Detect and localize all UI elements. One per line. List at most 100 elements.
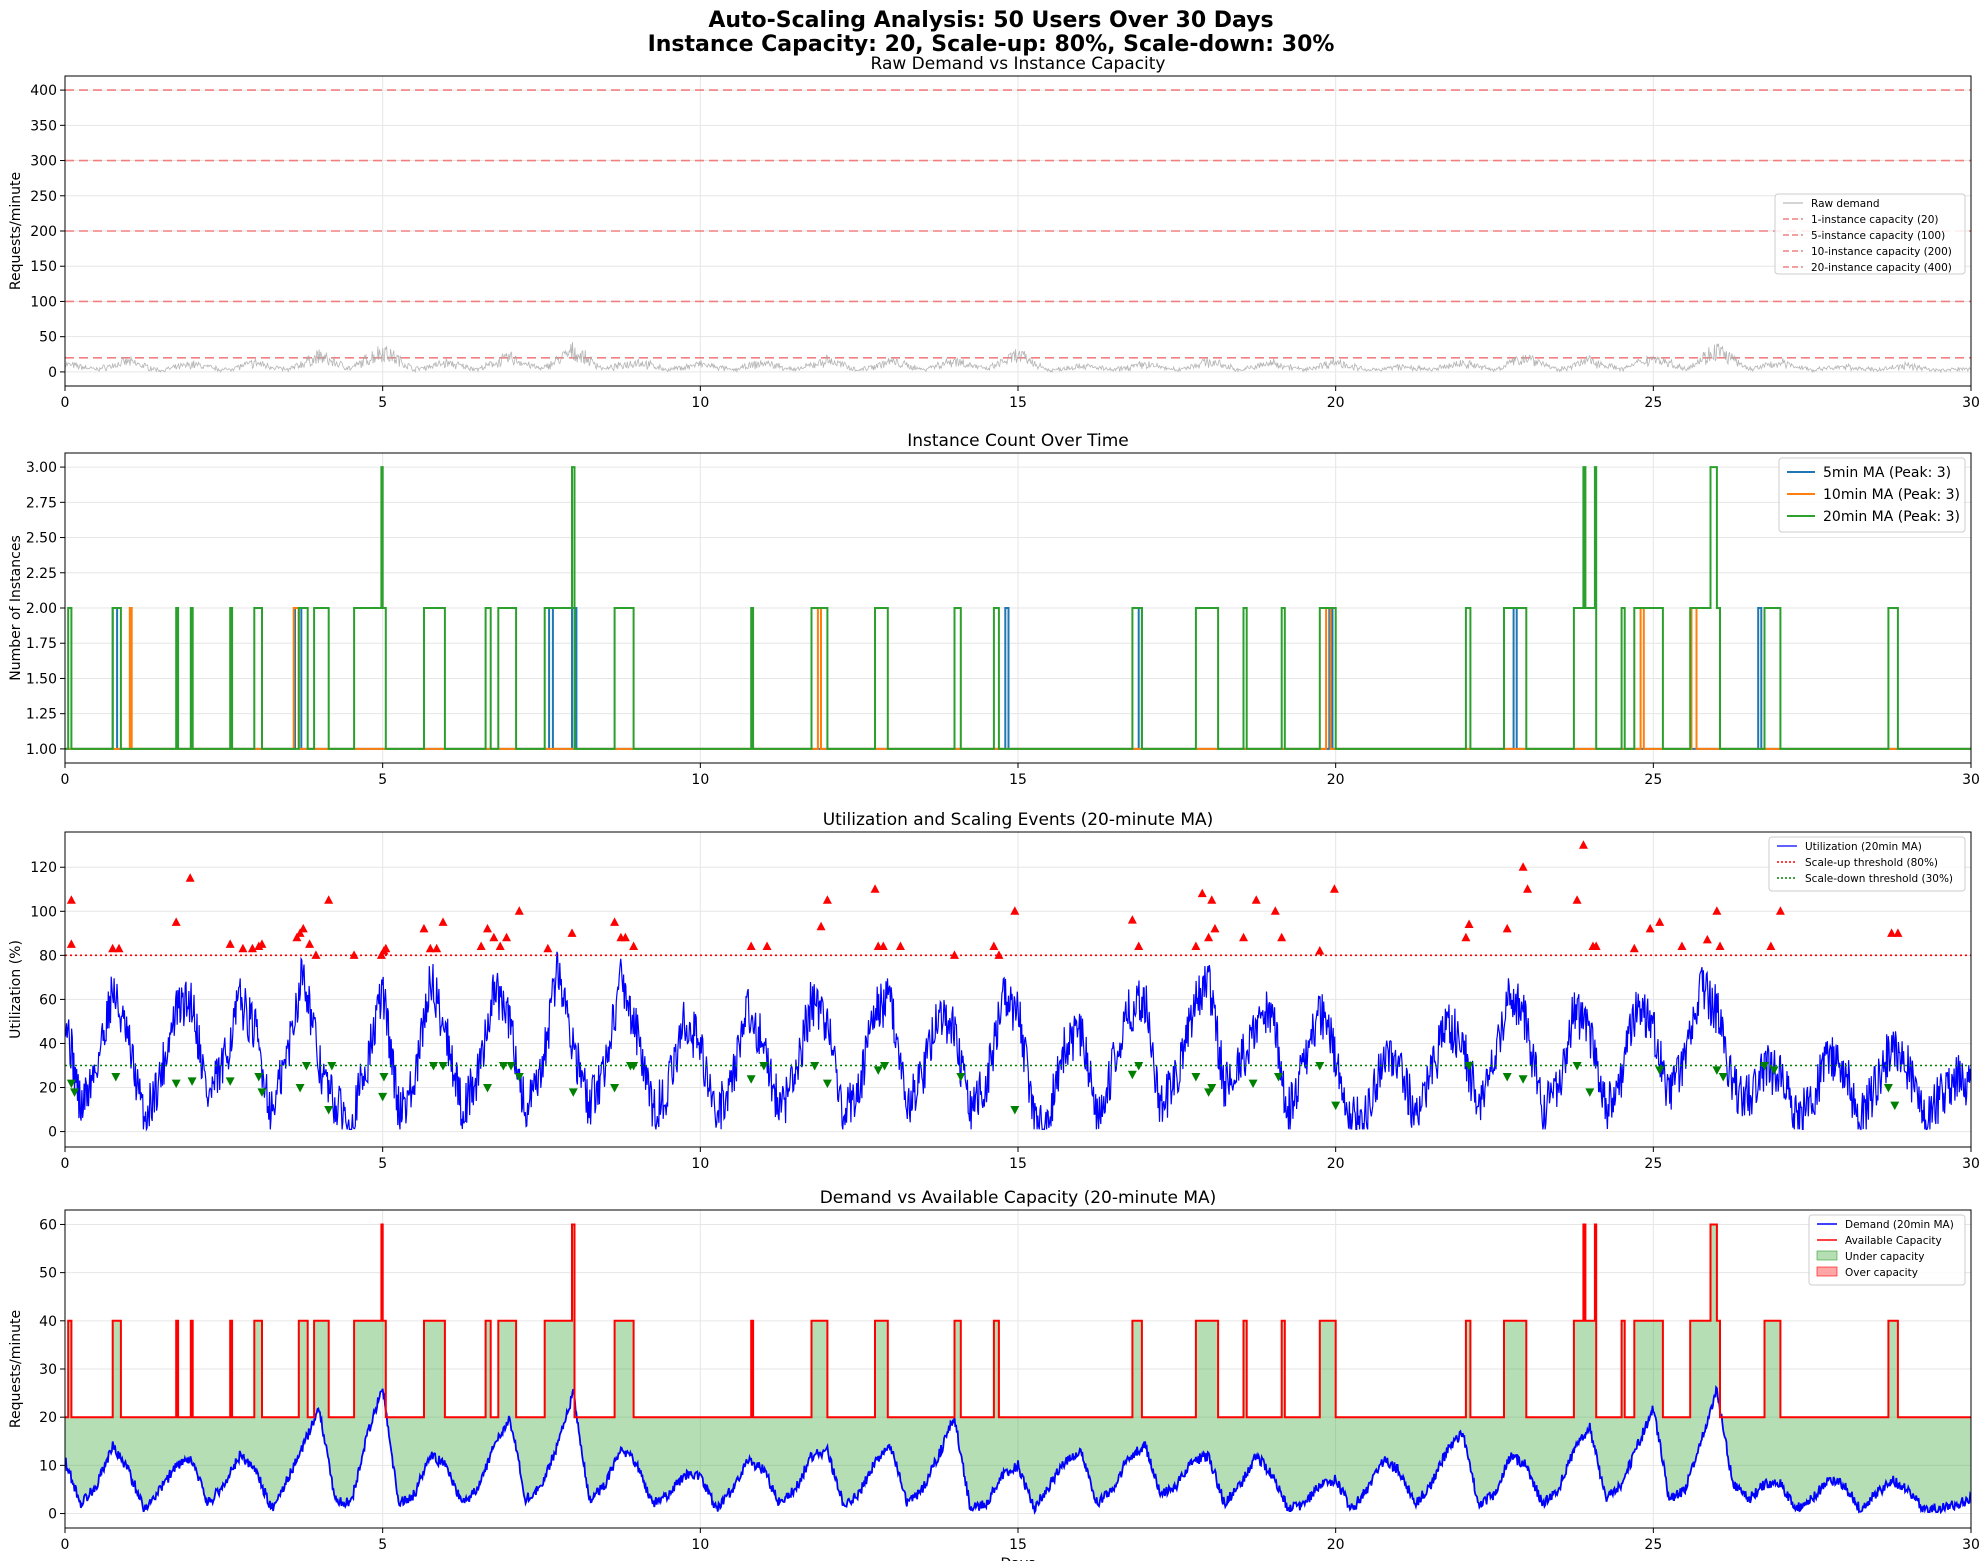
scale-down-marker: [1207, 1084, 1217, 1093]
x-tick-label: 25: [1644, 772, 1662, 788]
instance-count-series-3: [65, 466, 1971, 750]
plot-area: [65, 89, 1971, 374]
y-tick-label: 10: [39, 1458, 57, 1474]
scale-up-marker: [1629, 943, 1639, 953]
scale-down-marker: [1331, 1101, 1341, 1111]
scale-down-marker: [822, 1079, 832, 1089]
scale-down-marker: [295, 1084, 305, 1093]
scale-up-marker: [610, 917, 620, 926]
scale-up-marker: [1572, 895, 1582, 904]
scale-up-marker: [1197, 888, 1207, 898]
x-tick-label: 10: [691, 395, 709, 411]
scale-up-marker: [66, 895, 76, 904]
scale-down-marker: [1127, 1070, 1137, 1080]
scale-up-marker: [432, 943, 442, 953]
y-axis-label: Number of Instances: [8, 535, 24, 680]
scale-up-marker: [567, 928, 577, 937]
scale-up-marker: [816, 921, 826, 931]
scale-down-marker: [378, 1092, 388, 1102]
legend: Utilization (20min MA) Scale-up threshold…: [1768, 836, 1966, 892]
x-tick-label: 5: [378, 395, 387, 411]
legend: Demand (20min MA) Available Capacity Under…: [1808, 1214, 1966, 1286]
x-tick-label: 30: [1962, 1156, 1980, 1172]
scale-down-marker: [301, 1061, 311, 1071]
x-tick-label: 30: [1962, 772, 1980, 788]
panel-title: Raw Demand vs Instance Capacity: [871, 54, 1166, 74]
scale-up-marker: [311, 950, 321, 959]
scale-up-marker: [1702, 934, 1712, 944]
grid: [64, 832, 1972, 1147]
scale-down-marker: [1315, 1061, 1325, 1071]
scale-down-marker: [1134, 1061, 1144, 1071]
scale-down-marker: [956, 1073, 966, 1082]
scale-down-marker: [1248, 1079, 1258, 1089]
grid: [64, 453, 1972, 763]
scale-up-marker: [895, 941, 905, 951]
scale-up-marker: [108, 943, 118, 953]
y-tick-label: 1.75: [26, 636, 57, 652]
y-tick-label: 200: [30, 224, 57, 240]
scale-down-marker: [254, 1073, 264, 1082]
y-axis-label: Utilization (%): [8, 940, 24, 1039]
scale-up-marker: [489, 932, 499, 942]
y-tick-label: 1.50: [26, 671, 57, 687]
legend-label: 10min MA (Peak: 3): [1823, 487, 1960, 503]
y-tick-label: 2.75: [26, 495, 57, 511]
y-tick-label: 350: [30, 118, 57, 134]
legend-label: Scale-up threshold (80%): [1805, 857, 1938, 869]
scale-up-marker: [1127, 915, 1137, 924]
y-tick-label: 100: [30, 294, 57, 310]
scale-up-marker: [425, 943, 435, 953]
scale-down-marker: [1010, 1106, 1020, 1115]
chart-panel-1: Raw Demand vs Instance Capacity 0 5 10 15 20 2…: [8, 54, 1980, 411]
x-tick-label: 5: [378, 1537, 387, 1553]
plot-area: [65, 840, 1971, 1132]
scale-up-marker: [1010, 906, 1020, 915]
y-tick-label: 0: [48, 365, 57, 381]
scale-up-marker: [295, 928, 305, 937]
scale-down-marker: [482, 1084, 492, 1093]
y-tick-label: 30: [39, 1362, 57, 1378]
scale-up-marker: [1329, 884, 1339, 893]
scale-down-marker: [498, 1061, 508, 1071]
legend-label: Available Capacity: [1845, 1235, 1942, 1247]
scale-up-marker: [305, 939, 315, 948]
scale-down-marker: [1718, 1073, 1728, 1082]
y-tick-label: 50: [39, 1266, 57, 1282]
scale-down-marker: [514, 1073, 524, 1082]
scale-up-marker: [1461, 932, 1471, 942]
panel-title: Demand vs Available Capacity (20-minute …: [820, 1188, 1217, 1208]
panel-title: Utilization and Scaling Events (20-minut…: [823, 810, 1214, 830]
x-tick-label: 25: [1644, 1537, 1662, 1553]
scale-up-marker: [482, 923, 492, 933]
axes-frame: [64, 452, 1972, 764]
scale-up-marker: [1523, 884, 1533, 893]
utilization-series: [65, 951, 1971, 1132]
scale-up-marker: [1210, 923, 1220, 933]
scale-down-marker: [1883, 1084, 1893, 1093]
scale-down-marker: [111, 1073, 121, 1082]
scale-up-marker: [438, 917, 448, 926]
scale-up-marker: [114, 943, 124, 953]
scale-up-marker: [1239, 932, 1249, 942]
scale-down-marker: [1191, 1073, 1201, 1082]
scale-down-marker: [629, 1061, 639, 1071]
scale-up-marker: [502, 932, 512, 942]
available-capacity-series: [65, 1223, 1971, 1419]
scale-up-marker: [878, 941, 888, 951]
scale-down-marker: [187, 1077, 197, 1086]
scale-up-marker: [257, 939, 267, 948]
y-tick-label: 150: [30, 259, 57, 275]
x-tick-label: 0: [61, 1537, 70, 1553]
y-tick-label: 60: [39, 992, 57, 1008]
scale-up-marker: [543, 943, 553, 953]
scale-down-marker: [428, 1061, 438, 1071]
scale-down-marker: [568, 1088, 578, 1097]
chart-panel-3: Utilization and Scaling Events (20-minut…: [8, 810, 1980, 1172]
chart-panel-4: Demand vs Available Capacity (20-minute …: [8, 1188, 1980, 1561]
legend-label: Over capacity: [1845, 1267, 1918, 1279]
scale-up-marker: [476, 941, 486, 951]
x-tick-label: 20: [1327, 395, 1345, 411]
scale-up-marker: [1655, 917, 1665, 926]
y-axis-label: Requests/minute: [8, 172, 24, 290]
